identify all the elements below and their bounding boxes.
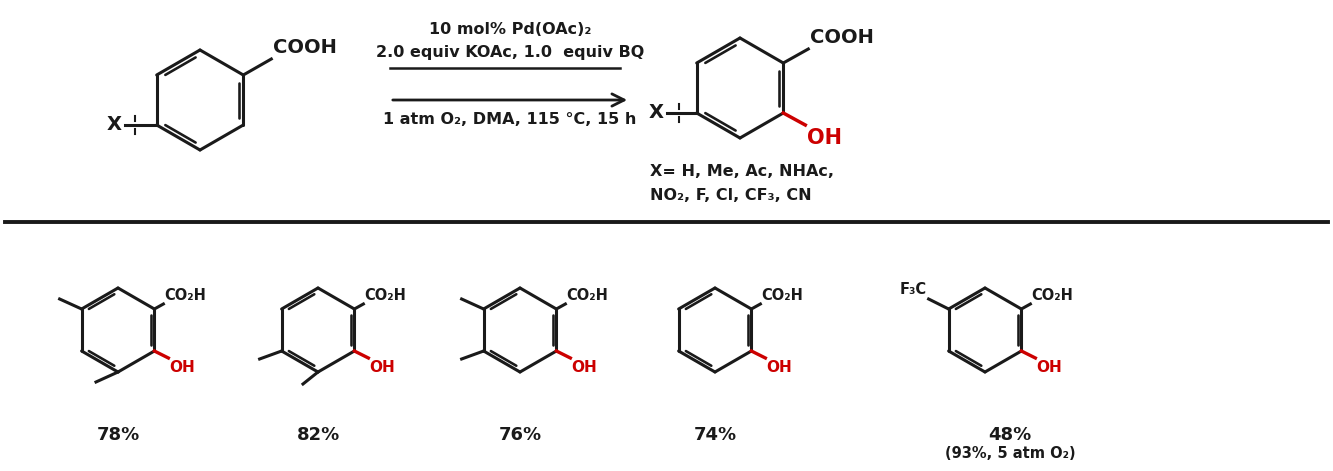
Text: 74%: 74% (693, 426, 737, 444)
Text: CO₂H: CO₂H (567, 288, 608, 303)
Text: CO₂H: CO₂H (164, 288, 207, 303)
Text: COOH: COOH (810, 28, 874, 47)
Text: X: X (649, 103, 664, 122)
Text: X: X (107, 114, 121, 133)
Text: 10 mol% Pd(OAc)₂: 10 mol% Pd(OAc)₂ (429, 23, 592, 38)
Text: CO₂H: CO₂H (1032, 288, 1073, 303)
Text: 1 atm O₂, DMA, 115 °C, 15 h: 1 atm O₂, DMA, 115 °C, 15 h (384, 113, 637, 128)
Text: CO₂H: CO₂H (364, 288, 407, 303)
Text: NO₂, F, Cl, CF₃, CN: NO₂, F, Cl, CF₃, CN (651, 188, 812, 203)
Text: OH: OH (766, 360, 792, 375)
Text: 76%: 76% (499, 426, 541, 444)
Text: (93%, 5 atm O₂): (93%, 5 atm O₂) (945, 446, 1076, 461)
Text: OH: OH (1036, 360, 1062, 375)
Text: 78%: 78% (96, 426, 140, 444)
Text: COOH: COOH (273, 38, 337, 57)
Text: OH: OH (169, 360, 195, 375)
Text: F₃C: F₃C (900, 282, 926, 297)
Text: 82%: 82% (296, 426, 340, 444)
Text: 48%: 48% (988, 426, 1032, 444)
Text: CO₂H: CO₂H (761, 288, 804, 303)
Text: OH: OH (572, 360, 597, 375)
Text: OH: OH (808, 128, 842, 148)
Text: OH: OH (369, 360, 395, 375)
Text: 2.0 equiv KOAc, 1.0  equiv BQ: 2.0 equiv KOAc, 1.0 equiv BQ (376, 44, 644, 59)
Text: X= H, Me, Ac, NHAc,: X= H, Me, Ac, NHAc, (651, 164, 834, 179)
